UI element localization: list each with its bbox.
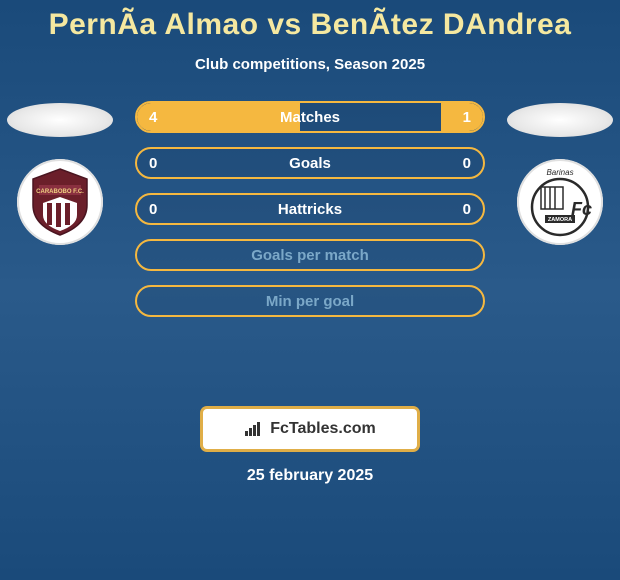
stat-value-right: 1	[463, 109, 471, 126]
stat-row-matches: 4 Matches 1	[135, 101, 485, 133]
carabobo-crest-icon: CARABOBO F.C.	[25, 167, 95, 237]
right-club-crest: Barinas ZAMORA Fc	[517, 159, 603, 245]
svg-text:Fc: Fc	[571, 199, 592, 219]
right-player-silhouette	[507, 103, 613, 137]
right-player-column: Barinas ZAMORA Fc	[500, 101, 620, 245]
page-title: PernÃa Almao vs BenÃtez DAndrea	[0, 0, 620, 42]
subtitle: Club competitions, Season 2025	[0, 56, 620, 73]
svg-text:Barinas: Barinas	[546, 168, 573, 177]
stat-label: Min per goal	[137, 293, 483, 310]
stat-row-hattricks: 0 Hattricks 0	[135, 193, 485, 225]
stat-row-mpg: Min per goal	[135, 285, 485, 317]
stat-label: Matches	[137, 109, 483, 126]
stat-row-gpm: Goals per match	[135, 239, 485, 271]
stats-column: 4 Matches 1 0 Goals 0 0 Hattricks 0 Goal…	[135, 101, 485, 331]
left-player-silhouette	[7, 103, 113, 137]
comparison-area: CARABOBO F.C. Barinas ZAMORA Fc	[0, 101, 620, 401]
stat-label: Goals per match	[137, 247, 483, 264]
stat-value-right: 0	[463, 155, 471, 172]
left-club-crest: CARABOBO F.C.	[17, 159, 103, 245]
match-date: 25 february 2025	[0, 467, 620, 485]
svg-text:CARABOBO F.C.: CARABOBO F.C.	[36, 189, 84, 195]
stat-label: Hattricks	[137, 201, 483, 218]
stat-row-goals: 0 Goals 0	[135, 147, 485, 179]
stat-value-right: 0	[463, 201, 471, 218]
watermark-badge: FcTables.com	[203, 409, 417, 449]
svg-text:ZAMORA: ZAMORA	[548, 217, 572, 223]
zamora-crest-icon: Barinas ZAMORA Fc	[523, 165, 597, 239]
watermark-text: FcTables.com	[270, 420, 376, 438]
bars-icon	[244, 421, 264, 437]
stat-label: Goals	[137, 155, 483, 172]
left-player-column: CARABOBO F.C.	[0, 101, 120, 245]
